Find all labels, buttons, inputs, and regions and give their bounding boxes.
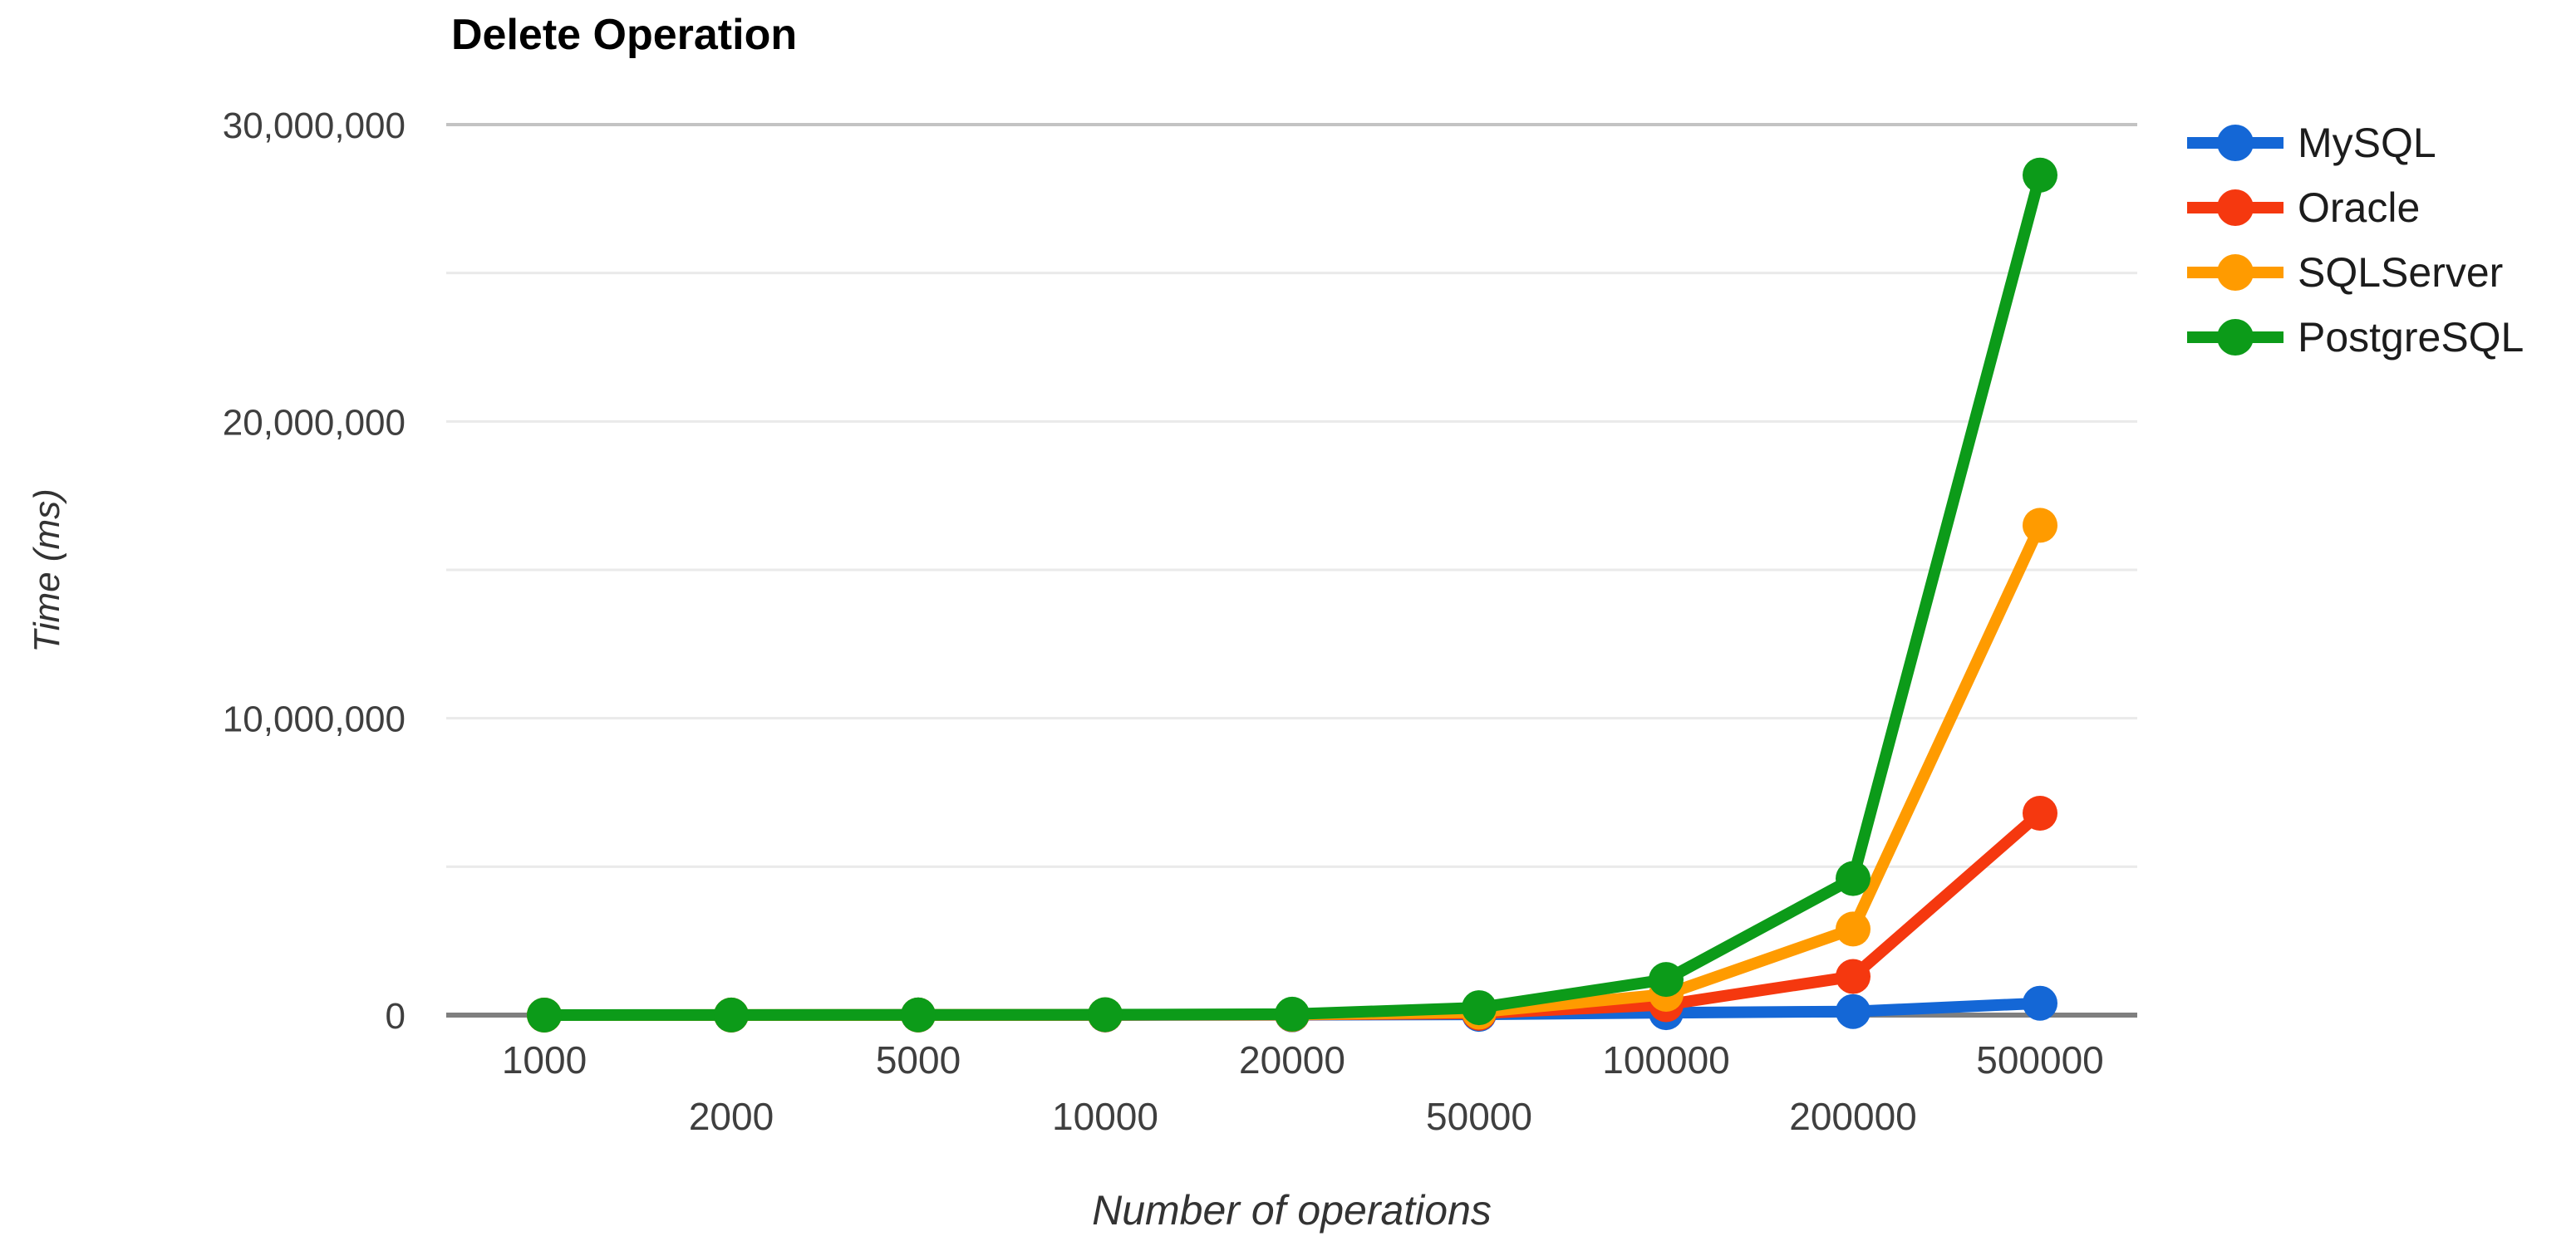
x-tick-label: 1000 <box>502 1038 587 1082</box>
chart-title: Delete Operation <box>451 11 798 59</box>
series-point-sqlserver <box>1836 911 1871 947</box>
x-tick-label: 500000 <box>1976 1038 2104 1082</box>
x-tick-label: 2000 <box>689 1095 774 1138</box>
series-point-postgresql <box>1088 997 1123 1033</box>
series-point-postgresql <box>1462 990 1497 1026</box>
series-point-postgresql <box>1649 962 1684 998</box>
x-tick-label: 200000 <box>1789 1095 1917 1138</box>
y-tick-label: 30,000,000 <box>223 105 406 146</box>
legend-marker-sqlserver <box>2217 254 2254 291</box>
series-line-oracle <box>538 807 2046 1021</box>
legend-label-mysql: MySQL <box>2298 120 2436 166</box>
series-point-postgresql <box>2023 157 2057 193</box>
y-tick-label: 10,000,000 <box>223 699 406 740</box>
series-point-sqlserver <box>2023 508 2057 543</box>
series-point-postgresql <box>901 997 936 1033</box>
x-tick-label: 10000 <box>1052 1095 1158 1138</box>
y-tick-label: 20,000,000 <box>223 402 406 443</box>
x-tick-label: 20000 <box>1239 1038 1345 1082</box>
series-point-oracle <box>1836 959 1871 994</box>
series-point-postgresql <box>527 997 562 1033</box>
series-line-sqlserver <box>538 519 2046 1021</box>
x-tick-label: 100000 <box>1602 1038 1730 1082</box>
x-axis-title: Number of operations <box>1092 1187 1492 1234</box>
series-point-postgresql <box>1275 996 1310 1032</box>
legend-marker-postgresql <box>2217 319 2254 356</box>
legend-label-sqlserver: SQLServer <box>2298 249 2503 296</box>
legend-marker-mysql <box>2217 125 2254 161</box>
legend-marker-oracle <box>2217 189 2254 226</box>
y-tick-label: 0 <box>386 996 406 1037</box>
series-point-postgresql <box>714 997 749 1033</box>
series-point-postgresql <box>1836 861 1871 896</box>
series-point-mysql <box>1836 993 1871 1029</box>
series-point-oracle <box>2023 796 2057 832</box>
x-tick-label: 50000 <box>1426 1095 1532 1138</box>
series-line-postgresql <box>538 169 2046 1021</box>
legend-label-oracle: Oracle <box>2298 184 2420 231</box>
series-point-mysql <box>2023 985 2057 1021</box>
legend-label-postgresql: PostgreSQL <box>2298 314 2524 361</box>
x-tick-label: 5000 <box>876 1038 961 1082</box>
